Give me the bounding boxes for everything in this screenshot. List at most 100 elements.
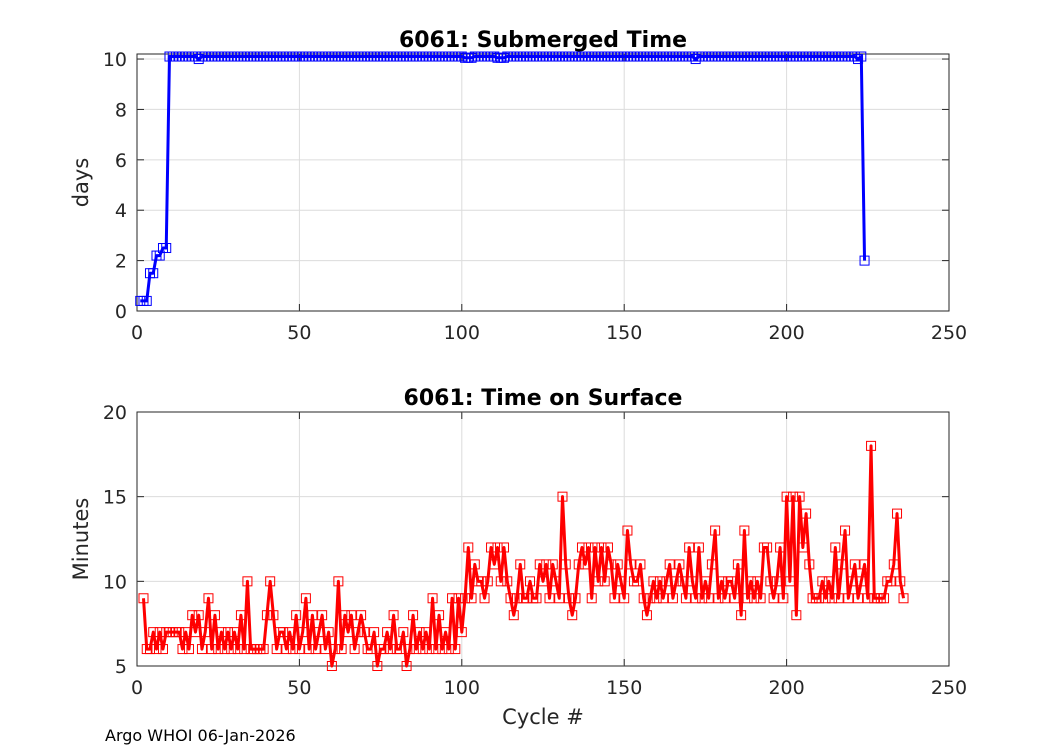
data-point-marker <box>703 593 714 604</box>
y-tick-label: 10 <box>103 571 127 593</box>
data-point-marker <box>713 593 724 604</box>
data-point-marker <box>609 593 620 604</box>
data-point-marker <box>141 295 152 306</box>
data-point-marker <box>710 525 721 536</box>
data-point-marker <box>369 627 380 638</box>
data-point-marker <box>593 576 604 587</box>
data-point-marker <box>499 52 510 63</box>
data-point-marker <box>557 491 568 502</box>
data-point-marker <box>492 542 503 553</box>
data-point-marker <box>755 593 766 604</box>
data-point-marker <box>229 627 240 638</box>
data-point-marker <box>271 644 282 655</box>
data-point-marker <box>232 644 243 655</box>
data-point-marker <box>408 610 419 621</box>
data-point-marker <box>486 542 497 553</box>
data-point-marker <box>190 627 201 638</box>
data-point-marker <box>499 542 510 553</box>
data-point-marker <box>732 559 743 570</box>
data-point-marker <box>641 610 652 621</box>
data-point-marker <box>749 593 760 604</box>
x-tick-label: 150 <box>606 322 642 344</box>
data-point-marker <box>476 576 487 587</box>
data-point-marker <box>567 610 578 621</box>
data-point-marker <box>343 627 354 638</box>
data-point-marker <box>862 593 873 604</box>
data-point-marker <box>531 593 542 604</box>
data-point-marker <box>200 627 211 638</box>
data-point-marker <box>226 644 237 655</box>
data-point-marker <box>193 54 204 65</box>
data-point-marker <box>547 559 558 570</box>
data-point-marker <box>508 610 519 621</box>
data-point-marker <box>297 627 308 638</box>
data-point-marker <box>784 576 795 587</box>
data-point-marker <box>404 644 415 655</box>
data-point-marker <box>339 610 350 621</box>
data-point-marker <box>489 51 500 62</box>
data-point-marker <box>745 576 756 587</box>
data-point-marker <box>687 51 698 62</box>
data-point-marker <box>463 542 474 553</box>
data-point-marker <box>687 576 698 587</box>
data-point-marker <box>525 576 536 587</box>
data-point-marker <box>853 593 864 604</box>
y-tick-label: 15 <box>103 487 127 509</box>
data-point-marker <box>684 542 695 553</box>
data-point-marker <box>154 627 165 638</box>
data-point-marker <box>177 644 188 655</box>
data-point-marker <box>440 627 451 638</box>
x-tick-label: 200 <box>768 322 804 344</box>
data-point-marker <box>706 559 717 570</box>
data-point-marker <box>434 610 445 621</box>
data-point-marker <box>742 593 753 604</box>
data-point-marker <box>151 644 162 655</box>
data-point-marker <box>846 576 857 587</box>
data-point-marker <box>453 593 464 604</box>
data-point-marker <box>762 542 773 553</box>
data-point-marker <box>573 559 584 570</box>
data-point-marker <box>827 593 838 604</box>
data-point-marker <box>421 627 432 638</box>
data-point-marker <box>304 644 315 655</box>
data-point-marker <box>589 542 600 553</box>
data-point-marker <box>356 610 367 621</box>
data-point-marker <box>823 576 834 587</box>
plot-area <box>136 53 950 312</box>
submerged-time-panel: 0 50 100 150 200 250 0 2 4 6 8 10 6061: Submerged Ti… <box>69 28 967 344</box>
data-point-marker <box>697 593 708 604</box>
x-tick-label: 150 <box>606 677 642 699</box>
data-point-marker <box>196 644 207 655</box>
data-point-marker <box>365 644 376 655</box>
data-point-marker <box>294 644 305 655</box>
data-point-marker <box>382 627 393 638</box>
data-point-marker <box>664 559 675 570</box>
data-point-marker <box>359 627 370 638</box>
data-point-marker <box>313 627 324 638</box>
data-point-marker <box>317 610 328 621</box>
data-point-marker <box>239 644 250 655</box>
data-point-marker <box>833 593 844 604</box>
data-point-marker <box>187 610 198 621</box>
x-tick-label: 0 <box>131 677 143 699</box>
data-point-marker <box>287 644 298 655</box>
y-axis-label: Minutes <box>69 498 93 581</box>
data-point-marker <box>307 610 318 621</box>
data-point-marker <box>424 644 435 655</box>
data-point-marker <box>622 525 633 536</box>
data-point-marker <box>398 627 409 638</box>
data-point-marker <box>661 576 672 587</box>
data-point-marker <box>330 644 341 655</box>
data-point-marker <box>333 576 344 587</box>
data-point-marker <box>658 593 669 604</box>
data-point-marker <box>157 644 168 655</box>
data-point-marker <box>388 610 399 621</box>
data-point-marker <box>411 644 422 655</box>
y-tick-label: 2 <box>115 251 127 273</box>
data-point-marker <box>781 491 792 502</box>
data-point-marker <box>515 559 526 570</box>
data-point-marker <box>739 525 750 536</box>
x-tick-label: 100 <box>444 677 480 699</box>
data-point-marker <box>563 593 574 604</box>
